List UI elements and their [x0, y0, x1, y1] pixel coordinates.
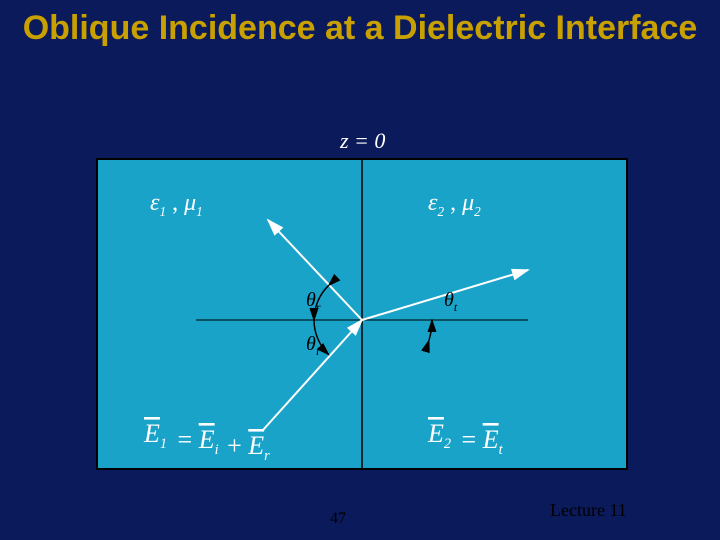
slide: Oblique Incidence at a Dielectric Interf…: [0, 0, 720, 540]
page-number: 47: [330, 510, 346, 528]
z-equals-zero-label: z = 0: [340, 128, 385, 154]
svg-text:E1 = Ei + Er: E1 = Ei + Er: [143, 419, 270, 464]
slide-title: Oblique Incidence at a Dielectric Interf…: [0, 0, 720, 47]
z-equals-zero-text: z = 0: [340, 128, 385, 153]
svg-text:ε1 , μ1: ε1 , μ1: [150, 190, 203, 219]
svg-text:E2 = Et: E2 = Et: [427, 419, 504, 458]
svg-text:θr: θr: [306, 289, 321, 314]
diagram-svg: θrθiθtε1 , μ1ε2 , μ2E1 = Ei + ErE2 = Et: [98, 160, 626, 468]
svg-text:ε2 , μ2: ε2 , μ2: [428, 190, 481, 219]
lecture-label: Lecture 11: [550, 500, 627, 521]
diagram-box: θrθiθtε1 , μ1ε2 , μ2E1 = Ei + ErE2 = Et: [96, 158, 628, 470]
